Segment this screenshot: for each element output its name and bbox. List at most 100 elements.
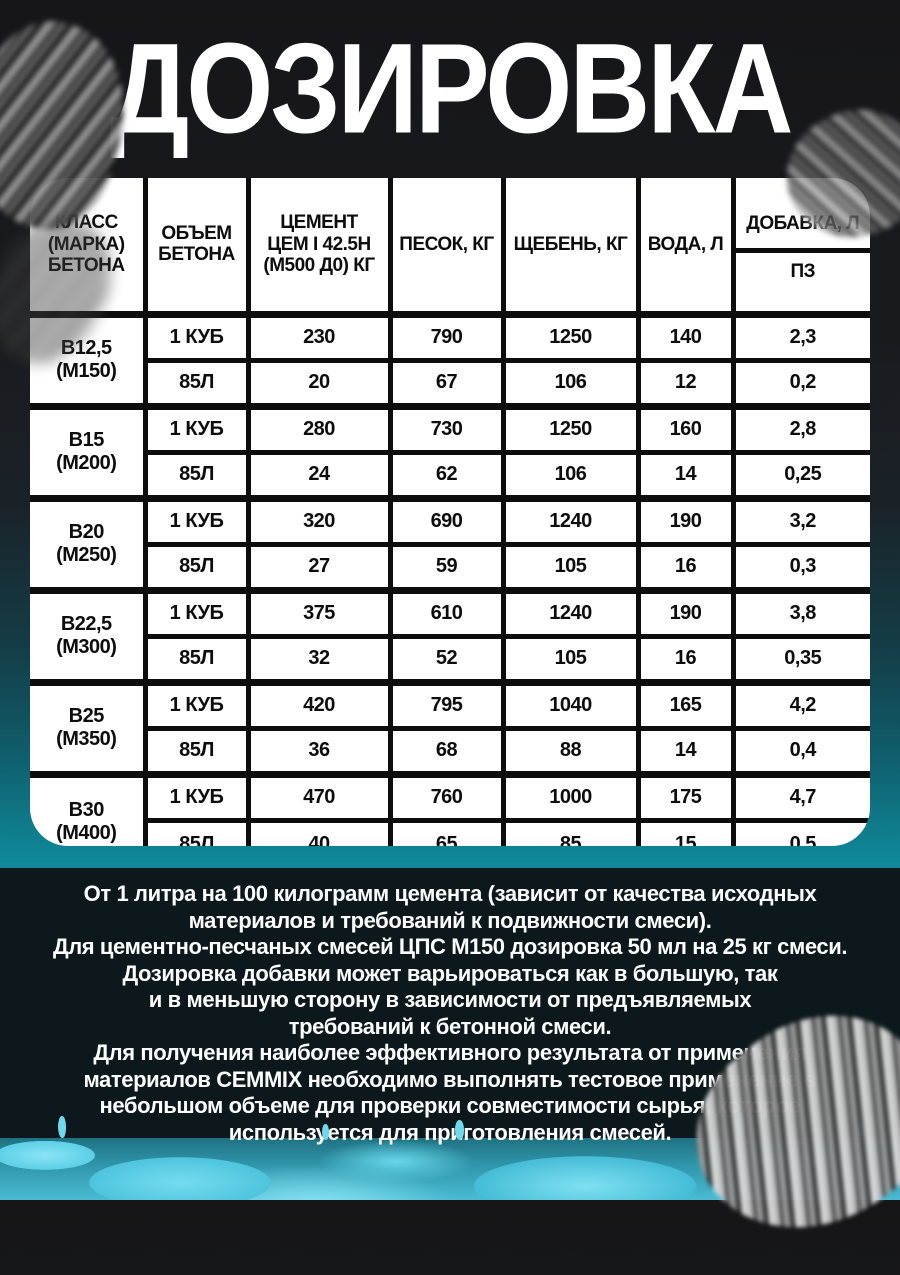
cell-water: 190: [635, 586, 733, 637]
cell-cement: 230: [245, 310, 390, 361]
table-row: 85Л 27 59 105 16 0,3: [30, 541, 870, 591]
cell-cement: 27: [245, 541, 390, 591]
cell-additive: 4,7: [730, 770, 870, 821]
title-bar: ДОЗИРОВКА: [0, 8, 900, 168]
header-gravel: ЩЕБЕНЬ, КГ: [500, 178, 638, 318]
cell-gravel: 85: [500, 817, 638, 846]
table-header-row: КЛАСС (МАРКА) БЕТОНА ОБЪЕМ БЕТОНА ЦЕМЕНТ…: [30, 178, 870, 318]
dosage-table-card: КЛАСС (МАРКА) БЕТОНА ОБЪЕМ БЕТОНА ЦЕМЕНТ…: [30, 178, 870, 846]
cell-water: 12: [635, 357, 733, 407]
cell-volume: 85Л: [142, 817, 248, 846]
cell-water: 14: [635, 449, 733, 499]
cell-water: 165: [635, 678, 733, 729]
header-additive-sub: ПЗ: [790, 260, 816, 282]
table-row: 85Л 32 52 105 16 0,35: [30, 633, 870, 683]
cell-class: В12,5 (М150): [30, 310, 145, 407]
cell-gravel: 105: [500, 541, 638, 591]
table-row: В30 (М400) 1 КУБ 470 760 1000 175 4,7: [30, 770, 870, 846]
cell-water: 160: [635, 402, 733, 453]
header-volume: ОБЪЕМ БЕТОНА: [142, 178, 248, 318]
water-droplet: [322, 1124, 329, 1140]
table-row: 85Л 36 68 88 14 0,4: [30, 725, 870, 775]
cell-volume: 85Л: [142, 541, 248, 591]
cell-sand: 790: [387, 310, 503, 361]
cell-gravel: 1240: [500, 586, 638, 637]
cell-additive: 3,8: [730, 586, 870, 637]
cell-volume: 85Л: [142, 357, 248, 407]
table-row: 85Л 24 62 106 14 0,25: [30, 449, 870, 499]
cell-sand: 730: [387, 402, 503, 453]
cell-sand: 610: [387, 586, 503, 637]
cell-class: В30 (М400): [30, 770, 145, 846]
cell-additive: 4,2: [730, 678, 870, 729]
cell-gravel: 106: [500, 357, 638, 407]
cell-class: В20 (М250): [30, 494, 145, 591]
cell-sand: 65: [387, 817, 503, 846]
cell-volume: 1 КУБ: [142, 494, 248, 545]
notes-panel: От 1 литра на 100 килограмм цемента (зав…: [0, 868, 900, 1145]
cell-water: 14: [635, 725, 733, 775]
cell-sand: 690: [387, 494, 503, 545]
page-title: ДОЗИРОВКА: [109, 16, 793, 160]
cell-volume: 85Л: [142, 725, 248, 775]
cell-sand: 52: [387, 633, 503, 683]
cell-cement: 32: [245, 633, 390, 683]
table-row: 85Л 40 65 85 15 0,5: [30, 817, 870, 846]
cell-sand: 62: [387, 449, 503, 499]
cell-class: В22,5 (М300): [30, 586, 145, 683]
cell-water: 16: [635, 541, 733, 591]
cell-class: В25 (М350): [30, 678, 145, 775]
cell-water: 16: [635, 633, 733, 683]
cell-gravel: 1250: [500, 402, 638, 453]
cell-volume: 1 КУБ: [142, 770, 248, 821]
cell-cement: 375: [245, 586, 390, 637]
table-body: В12,5 (М150) 1 КУБ 230 790 1250 140 2,3 85Л 20 67…: [30, 310, 870, 846]
cell-volume: 1 КУБ: [142, 402, 248, 453]
cell-sand: 760: [387, 770, 503, 821]
header-water: ВОДА, Л: [635, 178, 733, 318]
cell-gravel: 1250: [500, 310, 638, 361]
cell-cement: 24: [245, 449, 390, 499]
table-row: В12,5 (М150) 1 КУБ 230 790 1250 140 2,3: [30, 310, 870, 407]
table-row: В25 (М350) 1 КУБ 420 795 1040 165 4,2: [30, 678, 870, 775]
cell-volume: 1 КУБ: [142, 586, 248, 637]
cell-additive: 0,35: [730, 633, 870, 683]
cell-cement: 470: [245, 770, 390, 821]
cell-volume: 1 КУБ: [142, 310, 248, 361]
cell-sand: 68: [387, 725, 503, 775]
cell-additive: 0,25: [730, 449, 870, 499]
cell-additive: 0,3: [730, 541, 870, 591]
cell-gravel: 1040: [500, 678, 638, 729]
cell-volume: 85Л: [142, 449, 248, 499]
cell-gravel: 1240: [500, 494, 638, 545]
cell-additive: 2,3: [730, 310, 870, 361]
cell-water: 175: [635, 770, 733, 821]
water-droplet: [455, 1120, 464, 1140]
cell-gravel: 1000: [500, 770, 638, 821]
cell-additive: 0,2: [730, 357, 870, 407]
cell-water: 190: [635, 494, 733, 545]
dosage-table: КЛАСС (МАРКА) БЕТОНА ОБЪЕМ БЕТОНА ЦЕМЕНТ…: [30, 178, 870, 846]
cell-additive: 3,2: [730, 494, 870, 545]
cell-gravel: 106: [500, 449, 638, 499]
notes-text: От 1 литра на 100 килограмм цемента (зав…: [52, 881, 848, 1145]
cell-additive: 0,4: [730, 725, 870, 775]
cell-additive: 2,8: [730, 402, 870, 453]
cell-water: 140: [635, 310, 733, 361]
cell-sand: 59: [387, 541, 503, 591]
cell-water: 15: [635, 817, 733, 846]
cell-cement: 20: [245, 357, 390, 407]
cell-gravel: 105: [500, 633, 638, 683]
table-row: В22,5 (М300) 1 КУБ 375 610 1240 190 3,8: [30, 586, 870, 683]
cell-volume: 85Л: [142, 633, 248, 683]
cell-cement: 320: [245, 494, 390, 545]
table-row: В20 (М250) 1 КУБ 320 690 1240 190 3,2: [30, 494, 870, 591]
cell-sand: 795: [387, 678, 503, 729]
table-row: 85Л 20 67 106 12 0,2: [30, 357, 870, 407]
cell-cement: 36: [245, 725, 390, 775]
cell-cement: 40: [245, 817, 390, 846]
header-sand: ПЕСОК, КГ: [387, 178, 503, 318]
header-cement: ЦЕМЕНТ ЦЕМ I 42.5Н (М500 Д0) КГ: [245, 178, 390, 318]
cell-gravel: 88: [500, 725, 638, 775]
